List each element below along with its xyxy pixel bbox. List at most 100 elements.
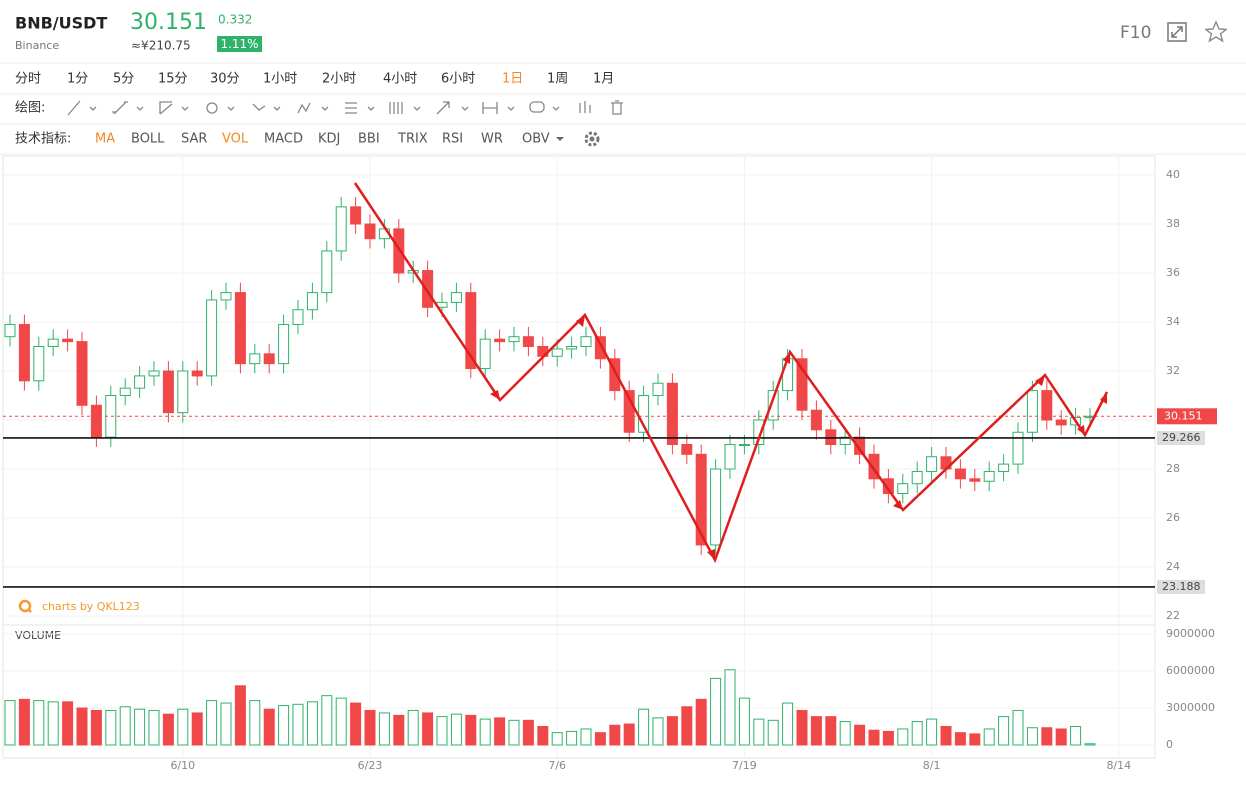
volume-bar	[263, 708, 275, 746]
candle-body	[206, 299, 218, 377]
y-tick-label: 40	[1166, 168, 1180, 181]
candle-body	[767, 390, 779, 421]
volume-bar	[897, 728, 909, 746]
volume-bar	[926, 718, 938, 746]
x-tick-label: 6/23	[358, 759, 383, 772]
volume-bar	[407, 709, 419, 746]
last-price-label: 30.151	[1164, 409, 1203, 422]
volume-bar	[983, 728, 995, 746]
y-tick-label: 28	[1166, 462, 1180, 475]
volume-bar	[810, 716, 822, 746]
volume-bar	[206, 700, 218, 746]
volume-bar	[18, 698, 30, 746]
candle-body	[479, 338, 491, 370]
timeframe-tab[interactable]: 1分	[67, 72, 88, 87]
volume-bar	[1084, 743, 1096, 746]
indicator-tab[interactable]: WR	[481, 132, 503, 147]
timeframe-tab[interactable]: 1小时	[263, 72, 297, 87]
timeframe-tab[interactable]: 1周	[547, 72, 568, 87]
candle-body	[969, 478, 981, 482]
star-icon[interactable]	[1204, 20, 1228, 43]
indicator-tab[interactable]: TRIX	[397, 132, 428, 147]
volume-bar	[62, 701, 74, 746]
timeframe-tab[interactable]: 1日	[502, 72, 523, 87]
volume-bar	[162, 713, 174, 746]
timeframe-tab[interactable]: 6小时	[441, 72, 475, 87]
candle-body	[90, 404, 102, 438]
volume-bar	[681, 706, 693, 746]
volume-bar	[1012, 709, 1024, 746]
candle-body	[983, 470, 995, 482]
timeframe-tab[interactable]: 2小时	[322, 72, 356, 87]
volume-bar	[105, 709, 117, 746]
volume-bar	[292, 703, 304, 746]
candle-body	[62, 338, 74, 343]
candle-body	[162, 370, 174, 414]
credit: charts by QKL123	[42, 600, 140, 613]
candle-body	[609, 358, 621, 392]
candle-body	[522, 336, 534, 348]
indicator-tab[interactable]: BBI	[358, 132, 380, 147]
timeframe-tab[interactable]: 4小时	[383, 72, 417, 87]
volume-bar	[134, 708, 146, 746]
candle-body	[580, 336, 592, 348]
f10-button[interactable]: F10	[1120, 23, 1151, 43]
timeframe-tab[interactable]: 5分	[113, 72, 134, 87]
candle-body	[954, 468, 966, 480]
volume-bar	[839, 721, 851, 746]
volume-bar	[969, 733, 981, 746]
volume-bar	[321, 695, 333, 746]
volume-bar	[594, 732, 606, 746]
candle-body	[465, 292, 477, 370]
indicator-tab[interactable]: RSI	[442, 132, 463, 147]
volume-bar	[378, 712, 390, 746]
fullscreen-icon[interactable]	[1167, 22, 1187, 42]
indicator-tab[interactable]: BOLL	[131, 132, 165, 147]
draw-tools[interactable]	[67, 100, 623, 116]
settings-icon[interactable]	[584, 131, 600, 147]
volume-bar	[278, 705, 290, 746]
volume-tick-label: 0	[1166, 738, 1173, 751]
volume-bar	[220, 702, 232, 746]
timeframe-tab[interactable]: 分时	[15, 72, 41, 87]
exchange: Binance	[15, 39, 59, 52]
indicator-label: 技术指标:	[15, 132, 71, 147]
candle-body	[882, 478, 894, 494]
candle-body	[724, 444, 736, 470]
candle-body	[839, 436, 851, 445]
volume-bar	[623, 723, 635, 746]
indicator-tab[interactable]: OBV	[522, 132, 550, 147]
indicator-tab[interactable]: MACD	[264, 132, 303, 147]
candle-body	[911, 470, 923, 485]
timeframe-tab[interactable]: 1月	[593, 72, 614, 87]
candle-body	[393, 228, 405, 274]
indicator-tab[interactable]: SAR	[181, 132, 207, 147]
volume-bar	[422, 712, 434, 746]
dropdown-caret[interactable]	[556, 137, 564, 141]
candle-body	[191, 370, 203, 377]
candle-body	[753, 419, 765, 445]
volume-bar	[580, 728, 592, 746]
candle-body	[249, 353, 261, 365]
volume-tick-label: 9000000	[1166, 627, 1215, 640]
timeframe-tab[interactable]: 15分	[158, 72, 188, 87]
candle-body	[854, 436, 866, 455]
indicator-tab[interactable]: VOL	[222, 132, 249, 147]
volume-bar	[825, 716, 837, 746]
volume-bar	[666, 716, 678, 746]
candle-body	[263, 353, 275, 365]
candle-body	[998, 463, 1010, 472]
candle-body	[350, 206, 362, 225]
volume-bar	[998, 716, 1010, 746]
volume-bar	[249, 700, 261, 746]
candle-body	[177, 370, 189, 414]
indicator-tab[interactable]: MA	[95, 132, 115, 147]
candle-body	[33, 346, 45, 382]
candle-body	[234, 292, 246, 365]
candle-body	[652, 382, 664, 396]
indicator-tab[interactable]: KDJ	[318, 132, 340, 147]
x-tick-label: 7/19	[732, 759, 757, 772]
timeframe-tab[interactable]: 30分	[210, 72, 240, 87]
candle-body	[926, 456, 938, 472]
volume-bar	[364, 709, 376, 746]
